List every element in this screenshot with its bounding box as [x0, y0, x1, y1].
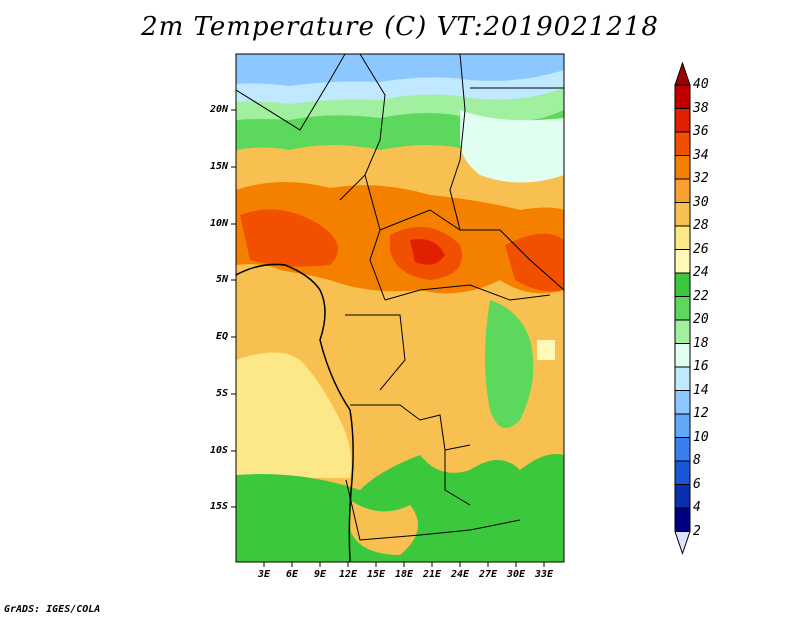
- lon-label-18e: 18E: [394, 569, 414, 580]
- colorbar-label: 28: [693, 218, 709, 233]
- colorbar-segment: [674, 178, 691, 203]
- lake-victoria: [537, 340, 555, 360]
- colorbar-segment: [674, 343, 691, 368]
- colorbar-segment: [674, 296, 691, 321]
- lon-label-27e: 27E: [478, 569, 498, 580]
- map-plot-area: [236, 54, 564, 562]
- colorbar-bottom-arrow: [674, 531, 691, 556]
- lon-label-3e: 3E: [257, 569, 271, 580]
- colorbar-segment: [674, 249, 691, 274]
- colorbar-segment: [674, 225, 691, 250]
- colorbar-label: 14: [693, 382, 709, 398]
- colorbar-label: 24: [693, 265, 709, 280]
- colorbar-label: 32: [693, 171, 709, 186]
- lat-label-5s: 5S: [215, 388, 228, 399]
- lon-label-9e: 9E: [313, 569, 327, 580]
- lat-label-10n: 10N: [209, 218, 228, 229]
- pale-patch: [460, 110, 564, 183]
- lon-label-21e: 21E: [422, 569, 442, 580]
- colorbar-label: 36: [693, 124, 709, 139]
- colorbar-label: 22: [693, 288, 709, 304]
- colorbar-segment: [674, 155, 691, 180]
- lon-label-24e: 24E: [450, 569, 470, 580]
- great-lakes-green: [485, 300, 534, 428]
- colorbar-segment: [674, 272, 691, 297]
- map-title: 2m Temperature (C) VT:2019021218: [141, 12, 659, 42]
- colorbar-segment: [674, 202, 691, 227]
- colorbar-label: 2: [693, 523, 701, 539]
- colorbar-segment: [674, 413, 691, 438]
- colorbar-top-arrow: [674, 61, 691, 86]
- colorbar-label: 34: [693, 147, 709, 163]
- colorbar-segment: [674, 319, 691, 344]
- colorbar-label: 20: [693, 312, 709, 327]
- lon-label-6e: 6E: [285, 569, 299, 580]
- lon-label-12e: 12E: [338, 569, 358, 580]
- colorbar-label: 4: [693, 500, 701, 515]
- colorbar-label: 12: [693, 406, 709, 421]
- lat-label-20n: 20N: [209, 104, 228, 115]
- lat-label-eq: EQ: [215, 331, 228, 342]
- colorbar-segment: [674, 366, 691, 391]
- colorbar-segment: [674, 390, 691, 415]
- colorbar-label: 40: [693, 77, 709, 92]
- lat-label-15s: 15S: [209, 501, 228, 512]
- colorbar-segment: [674, 437, 691, 462]
- plot-frame: [235, 53, 565, 563]
- colorbar-label: 16: [693, 359, 709, 374]
- colorbar: [674, 61, 691, 556]
- lon-label-30e: 30E: [506, 569, 526, 580]
- lon-label-33e: 33E: [534, 569, 554, 580]
- colorbar-segment: [674, 108, 691, 133]
- lon-label-15e: 15E: [366, 569, 386, 580]
- country-borders: [236, 54, 564, 541]
- hot-core-west: [240, 209, 338, 267]
- hottest-core: [410, 239, 445, 265]
- lat-label-5n: 5N: [215, 274, 228, 285]
- south-green: [236, 454, 564, 562]
- colorbar-label: 26: [693, 241, 709, 257]
- coastline: [236, 263, 354, 562]
- colorbar-label: 30: [693, 194, 709, 210]
- colorbar-segment: [674, 460, 691, 485]
- colorbar-label: 6: [693, 476, 701, 492]
- ocean-cool: [236, 352, 352, 478]
- axis-ticks: [231, 109, 545, 567]
- colorbar-segment: [674, 84, 691, 109]
- colorbar-label: 10: [693, 429, 709, 445]
- lat-label-15n: 15N: [209, 161, 228, 172]
- blue-band: [236, 54, 564, 86]
- colorbar-segment: [674, 484, 691, 509]
- colorbar-label: 38: [693, 100, 709, 116]
- colorbar-label: 18: [693, 335, 709, 351]
- lat-label-10s: 10S: [209, 445, 228, 456]
- colorbar-label: 8: [693, 453, 701, 468]
- colorbar-segment: [674, 131, 691, 156]
- grads-credit: GrADS: IGES/COLA: [4, 604, 101, 615]
- south-warm-patch: [350, 500, 418, 555]
- colorbar-segment: [674, 507, 691, 532]
